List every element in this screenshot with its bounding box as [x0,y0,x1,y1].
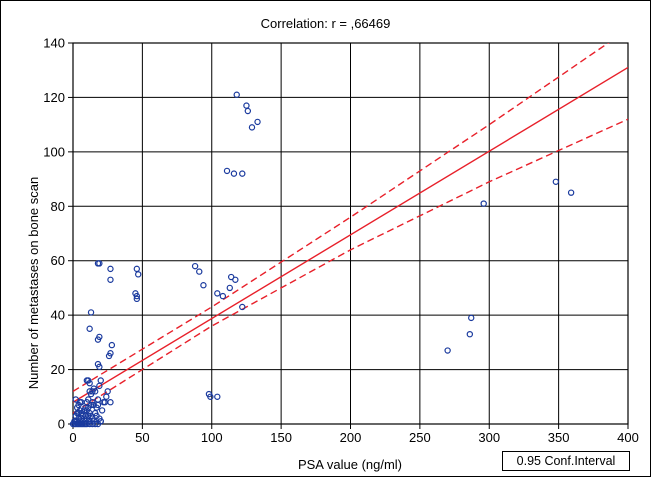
data-point [135,271,142,278]
y-tick-label: 20 [51,362,65,377]
y-tick-label: 100 [43,144,65,159]
data-point [226,284,233,292]
y-tick-label: 80 [51,199,65,214]
data-point [97,377,104,384]
data-point [219,292,227,300]
data-point [107,399,114,406]
data-point [552,178,560,185]
data-point [243,102,250,109]
data-point [248,124,256,131]
x-tick-label: 300 [478,430,500,445]
data-point [98,407,106,414]
data-point [91,420,99,428]
data-point [97,418,104,425]
y-axis-label: Number of metastases on bone scan [26,177,41,389]
data-point [133,292,141,300]
y-tick-label: 120 [43,90,65,105]
data-point [107,276,114,283]
data-point [239,303,246,311]
confidence-upper-line [73,43,610,392]
data-point [94,396,102,403]
y-tick-label: 40 [51,308,65,323]
data-point [468,314,475,322]
data-point [96,363,103,371]
data-point [96,260,103,267]
data-point [239,170,246,177]
data-point [191,262,199,270]
data-point [85,396,92,403]
tick-labels: 0 50 100 150 200 250 300 350 400 0 20 40 60 80 100 120 1… [43,36,639,446]
x-tick-label: 100 [201,430,223,445]
data-point [244,107,252,115]
data-point [105,352,113,360]
x-axis-label: PSA value (ng/ml) [298,457,402,472]
regression-fit-line [73,66,628,403]
data-point [444,347,451,354]
data-point [233,91,240,98]
data-point [96,333,103,341]
data-point [86,325,93,332]
data-point [567,189,575,196]
x-tick-label: 50 [135,430,149,445]
x-tick-label: 0 [69,430,76,445]
y-tick-label: 140 [43,36,65,51]
data-point [466,330,474,338]
data-point [133,295,141,303]
legend-confidence-interval: 0.95 Conf.Interval [502,451,630,471]
data-point [104,388,111,395]
data-point [196,268,203,275]
y-tick-label: 60 [51,253,65,268]
regression-line [73,66,628,403]
data-point [214,393,221,400]
data-point [207,393,214,400]
y-tick-label: 0 [58,417,65,432]
data-points [69,91,575,428]
data-point [103,393,110,400]
data-point [83,377,91,384]
data-point [72,396,79,403]
data-point [214,290,221,297]
x-tick-label: 250 [409,430,431,445]
grid [68,42,629,429]
data-point [91,388,99,395]
chart-title: Correlation: r = ,66469 [260,16,391,31]
data-point [223,167,231,175]
data-point [200,282,207,289]
data-point [87,309,95,316]
confidence-lower-line [73,118,628,414]
x-tick-label: 150 [270,430,292,445]
data-point [107,265,114,273]
data-point [108,341,116,349]
x-tick-label: 200 [340,430,362,445]
x-tick-label: 400 [617,430,639,445]
data-point [254,118,261,126]
confidence-band [73,43,628,414]
data-point [480,200,487,207]
data-point [133,265,141,273]
data-point [230,170,238,177]
data-point [232,276,239,283]
x-tick-label: 350 [548,430,570,445]
